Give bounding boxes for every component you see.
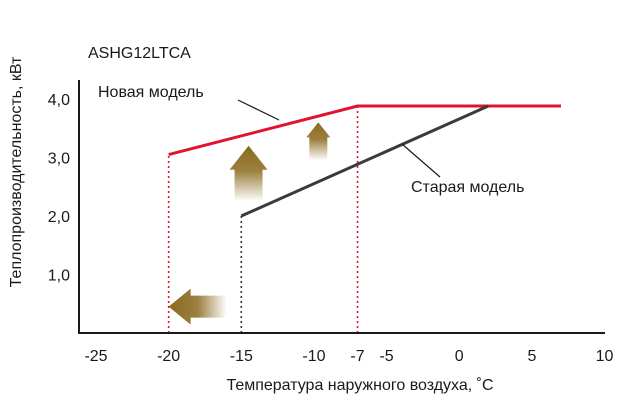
x-tick-labels: -25 -20 -15 -10 -7 -5 0 5 10: [84, 348, 613, 365]
chart-title: ASHG12LTCA: [88, 45, 191, 62]
series-line-old-model: [240, 104, 489, 218]
series-label-new-model: Новая модель: [98, 84, 204, 101]
series-leader-new-model: [237, 99, 280, 121]
series-leader-old-model: [401, 143, 441, 178]
trend-arrows: [168, 122, 331, 325]
x-axis-label: Температура наружного воздуха, ˚C: [226, 377, 493, 394]
x-tick-label: -7: [350, 348, 364, 365]
y-tick-label: 2,0: [48, 209, 70, 226]
series-lines: [168, 104, 561, 218]
arrow-up-icon: [229, 145, 268, 202]
x-tick-label: -10: [302, 348, 325, 365]
y-tick-label: 3,0: [48, 151, 70, 168]
x-tick-label: 0: [455, 348, 464, 365]
x-tick-label: -25: [84, 348, 107, 365]
y-tick-labels: 1,0 2,0 3,0 4,0: [48, 92, 70, 285]
series-label-old-model: Старая модель: [411, 179, 524, 196]
x-tick-label: 5: [527, 348, 536, 365]
arrow-left-icon: [168, 288, 227, 325]
x-tick-label: 10: [596, 348, 614, 365]
arrow-up-icon: [306, 122, 331, 161]
x-tick-label: -5: [379, 348, 393, 365]
y-tick-label: 4,0: [48, 92, 70, 109]
x-tick-label: -15: [230, 348, 253, 365]
y-axis-label: Теплопроизводительность, кВт: [8, 56, 25, 287]
y-tick-label: 1,0: [48, 268, 70, 285]
x-tick-label: -20: [157, 348, 180, 365]
series-line-new-model: [168, 104, 561, 157]
